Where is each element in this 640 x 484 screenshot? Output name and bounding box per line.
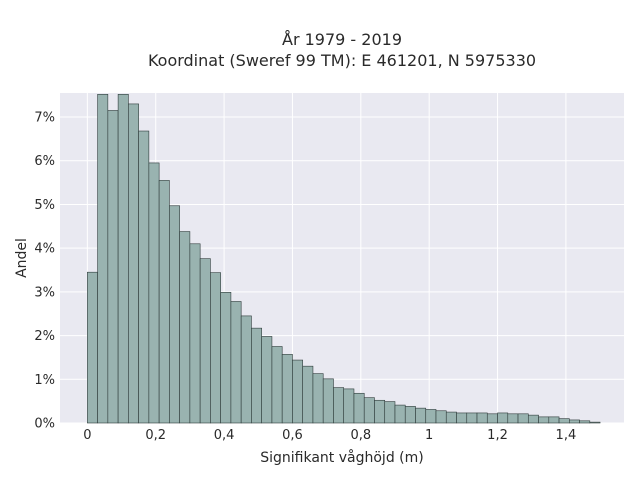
y-tick-label: 6% <box>34 154 55 169</box>
histogram-bar <box>199 258 211 424</box>
bars <box>87 94 601 424</box>
histogram-bar <box>425 409 437 424</box>
histogram-bar <box>292 359 303 424</box>
histogram-bar <box>210 272 221 424</box>
histogram-bar <box>281 354 293 424</box>
histogram-bar <box>148 162 160 424</box>
y-tick-label: 3% <box>34 285 55 300</box>
histogram-bar <box>353 392 365 424</box>
histogram-bar <box>384 401 396 424</box>
histogram-bar <box>230 301 242 424</box>
histogram-bar <box>261 336 273 424</box>
histogram-bar <box>322 378 334 424</box>
histogram-bar <box>312 373 324 424</box>
histogram-bar <box>569 419 580 424</box>
histogram-bar <box>87 271 98 424</box>
histogram-bar <box>497 412 509 424</box>
histogram-bar <box>456 412 468 424</box>
histogram-bar <box>158 180 170 424</box>
histogram-bar <box>138 130 150 424</box>
histogram-bar <box>394 404 406 424</box>
y-axis-ticks: 0% 1% 2% 3% 4% 5% 6% 7% <box>34 111 55 432</box>
histogram-bar <box>466 412 478 424</box>
histogram-bar <box>558 418 570 424</box>
histogram-bar <box>271 346 283 424</box>
y-tick-label: 2% <box>34 329 55 344</box>
histogram-bar <box>179 231 191 424</box>
chart-title-line2: Koordinat (Sweref 99 TM): E 461201, N 59… <box>148 51 536 70</box>
histogram-bar <box>517 413 529 424</box>
x-tick-label: 1,4 <box>556 428 577 443</box>
histogram-bar <box>251 327 262 424</box>
x-tick-label: 0,8 <box>350 428 371 443</box>
y-tick-label: 7% <box>34 111 55 126</box>
x-tick-label: 0,6 <box>282 428 303 443</box>
histogram-bar <box>435 410 447 424</box>
x-tick-label: 1 <box>425 428 433 443</box>
x-axis-label: Signifikant våghöjd (m) <box>260 449 423 466</box>
histogram-bar <box>548 416 560 424</box>
y-tick-label: 1% <box>34 373 55 388</box>
histogram-bar <box>527 414 539 424</box>
histogram-bar <box>343 388 355 424</box>
histogram-bar <box>486 413 498 424</box>
histogram-bar <box>220 292 232 424</box>
x-tick-label: 0,4 <box>214 428 235 443</box>
y-axis-label: Andel <box>14 238 30 278</box>
histogram-bar <box>374 399 386 424</box>
histogram-bar <box>476 412 488 424</box>
histogram-bar <box>240 315 252 424</box>
x-axis-ticks: 0 0,2 0,4 0,6 0,8 1 1,2 1,4 <box>83 428 576 443</box>
x-tick-label: 1,2 <box>487 428 508 443</box>
histogram-bar <box>363 397 375 424</box>
y-tick-label: 4% <box>34 242 55 257</box>
x-tick-label: 0 <box>83 428 91 443</box>
histogram-bar <box>107 110 119 424</box>
y-tick-label: 0% <box>34 417 55 432</box>
histogram-bar <box>128 103 139 424</box>
histogram-bar <box>445 411 457 424</box>
y-tick-label: 5% <box>34 198 55 213</box>
histogram-bar <box>97 94 109 424</box>
histogram-bar <box>415 407 427 424</box>
histogram-bar <box>117 94 129 424</box>
histogram-bar <box>538 416 550 424</box>
histogram-bar <box>579 420 591 424</box>
histogram-bar <box>404 406 416 424</box>
histogram-bar <box>302 365 314 424</box>
histogram-bar <box>333 387 345 424</box>
x-tick-label: 0,2 <box>145 428 166 443</box>
histogram-bar <box>589 421 601 424</box>
histogram-bar <box>169 205 180 424</box>
histogram-bar <box>189 243 201 424</box>
chart-title-line1: År 1979 - 2019 <box>282 30 402 49</box>
histogram-bar <box>507 413 519 424</box>
